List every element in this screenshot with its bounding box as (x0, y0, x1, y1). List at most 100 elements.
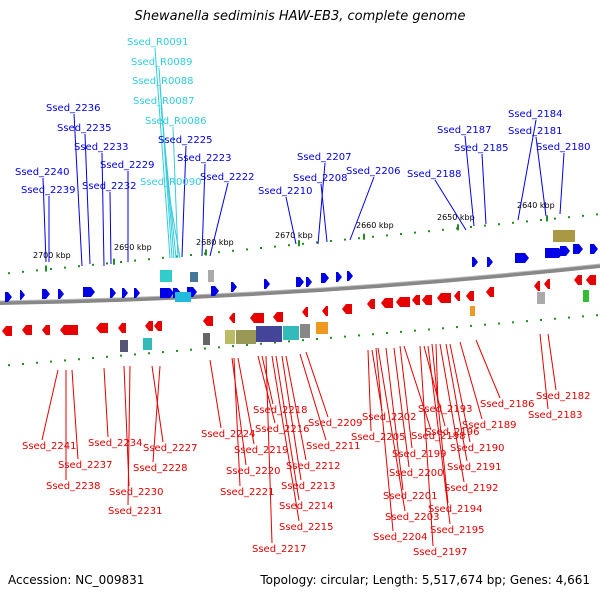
feature-block (225, 330, 235, 344)
inner-tick (456, 326, 458, 329)
forward-leader-line (42, 177, 47, 263)
inner-tick (92, 357, 94, 360)
reverse-leader-line (377, 347, 406, 512)
reverse-gene-arrow (302, 307, 308, 317)
outer-tick (400, 233, 402, 235)
reverse-gene-label: Ssed_2191 (447, 462, 502, 473)
feature-block (583, 290, 589, 302)
outer-tick (8, 272, 10, 275)
inner-tick (442, 327, 444, 330)
reverse-gene-label: Ssed_2193 (418, 404, 473, 415)
forward-gene-arrow (296, 277, 304, 287)
forward-leader-line (320, 183, 328, 243)
outer-tick (246, 248, 248, 251)
outer-tick (498, 223, 500, 226)
reverse-leader-line (475, 339, 501, 399)
reverse-leader-line (209, 359, 222, 429)
forward-leader-line (517, 119, 537, 221)
reverse-leader-line (285, 355, 307, 461)
inner-tick (50, 360, 52, 363)
feature-block (537, 292, 545, 304)
inner-tick (8, 364, 10, 367)
forward-gene-arrow (211, 286, 219, 296)
inner-tick (302, 339, 304, 342)
forward-gene-label: Ssed_R0088 (132, 76, 193, 87)
reverse-gene-label: Ssed_2192 (444, 483, 499, 494)
inner-tick (386, 332, 388, 335)
forward-gene-arrow (83, 287, 95, 297)
outer-tick (288, 244, 290, 247)
reverse-gene-label: Ssed_2186 (480, 399, 535, 410)
reverse-gene-label: Ssed_2214 (279, 501, 334, 512)
outer-tick (302, 242, 304, 245)
reverse-leader-line (419, 345, 434, 547)
inner-tick (582, 315, 584, 318)
inner-tick (540, 318, 542, 321)
forward-leader-line (535, 136, 547, 217)
inner-tick (526, 320, 528, 323)
forward-gene-arrow (160, 288, 174, 298)
inner-tick (162, 351, 164, 354)
reverse-leader-line (275, 355, 300, 501)
reverse-gene-label: Ssed_2195 (430, 525, 485, 536)
reverse-leader-line (237, 357, 255, 445)
reverse-leader-line (103, 367, 109, 438)
outer-tick (386, 234, 388, 237)
inner-tick (232, 345, 234, 348)
forward-gene-arrow (560, 246, 570, 256)
forward-gene-arrow (110, 288, 116, 298)
major-tick (363, 233, 365, 240)
forward-leader-line (201, 163, 206, 257)
inner-tick (358, 334, 360, 337)
forward-gene-arrow (122, 288, 128, 298)
forward-leader-line (464, 135, 475, 227)
reverse-leader-line (375, 347, 394, 532)
outer-tick (414, 231, 416, 234)
reverse-leader-line (152, 365, 161, 463)
reverse-gene-label: Ssed_2213 (281, 481, 336, 492)
outer-tick (358, 237, 360, 240)
outer-tick (162, 256, 164, 259)
major-tick (205, 249, 207, 256)
forward-gene-arrow (231, 282, 237, 292)
forward-gene-label: Ssed_R0091 (127, 37, 188, 48)
genome-summary-text: Topology: circular; Length: 5,517,674 bp… (260, 573, 590, 587)
reverse-leader-line (539, 333, 549, 410)
forward-gene-arrow (20, 290, 25, 300)
reverse-leader-line (265, 355, 273, 544)
major-tick (45, 265, 47, 272)
forward-gene-arrow (487, 257, 493, 267)
inner-tick (134, 353, 136, 356)
rna-feature-block (160, 270, 172, 282)
reverse-gene-arrow (437, 293, 451, 303)
reverse-gene-arrow (466, 291, 474, 301)
forward-leader-line (159, 86, 175, 259)
reverse-gene-label: Ssed_2228 (133, 463, 188, 474)
forward-leader-line (84, 133, 91, 265)
inner-tick (344, 335, 346, 338)
reverse-gene-label: Ssed_2194 (428, 504, 483, 515)
inner-tick (190, 348, 192, 351)
outer-tick (274, 245, 276, 248)
reverse-leader-line (281, 355, 302, 481)
reverse-leader-line (399, 345, 413, 449)
scale-label: 2700 kbp (33, 251, 71, 260)
reverse-gene-label: Ssed_2198 (411, 431, 466, 442)
forward-gene-label: Ssed_R0089 (131, 57, 192, 68)
reverse-gene-arrow (367, 299, 375, 309)
inner-tick (330, 336, 332, 339)
forward-gene-arrow (472, 257, 478, 267)
feature-block (470, 306, 475, 316)
reverse-gene-arrow (229, 313, 235, 323)
reverse-gene-label: Ssed_2199 (392, 449, 447, 460)
outer-tick (484, 224, 486, 227)
outer-tick (50, 268, 52, 270)
reverse-gene-arrow (203, 316, 213, 326)
reverse-leader-line (403, 345, 432, 431)
reverse-gene-label: Ssed_2182 (536, 391, 591, 402)
inner-tick (372, 333, 374, 336)
forward-leader-line (349, 176, 375, 241)
reverse-gene-label: Ssed_2237 (58, 460, 113, 471)
outer-tick (344, 238, 346, 241)
